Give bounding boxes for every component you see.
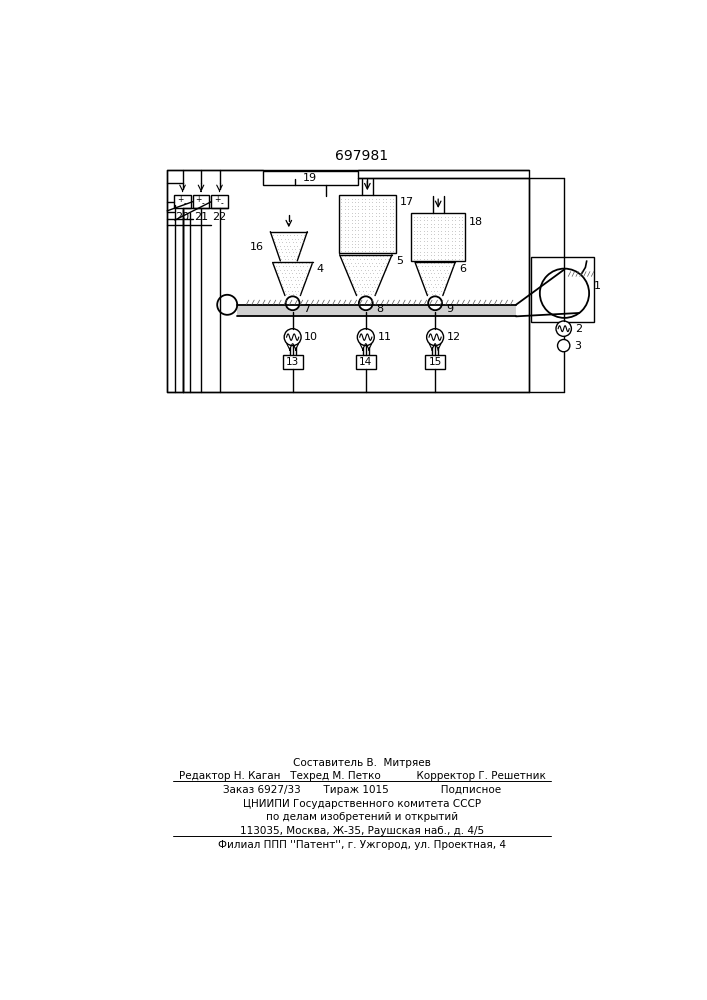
- Text: 15: 15: [428, 357, 442, 367]
- Circle shape: [540, 269, 589, 318]
- Text: 7: 7: [303, 304, 310, 314]
- Text: +: +: [177, 195, 183, 204]
- Text: Заказ 6927/33       Тираж 1015                Подписное: Заказ 6927/33 Тираж 1015 Подписное: [223, 785, 501, 795]
- Bar: [167, 170, 529, 392]
- Bar: [283, 355, 303, 369]
- Text: 21: 21: [194, 212, 208, 222]
- Circle shape: [359, 296, 373, 310]
- Text: -: -: [184, 199, 186, 208]
- Text: 10: 10: [304, 332, 318, 342]
- Bar: [193, 195, 209, 208]
- Bar: [425, 355, 445, 369]
- Circle shape: [426, 329, 443, 346]
- Circle shape: [357, 329, 374, 346]
- Text: 17: 17: [399, 197, 414, 207]
- Text: 14: 14: [359, 357, 373, 367]
- Circle shape: [217, 295, 238, 315]
- Text: 5: 5: [396, 256, 403, 266]
- Bar: [262, 171, 358, 185]
- Text: Филиал ППП ''Патент'', г. Ужгород, ул. Проектная, 4: Филиал ППП ''Патент'', г. Ужгород, ул. П…: [218, 840, 506, 850]
- Text: 3: 3: [573, 341, 580, 351]
- Bar: [530, 257, 594, 322]
- Text: 13: 13: [286, 357, 299, 367]
- Text: 22: 22: [212, 212, 227, 222]
- Text: 8: 8: [377, 304, 384, 314]
- Text: 20: 20: [175, 212, 189, 222]
- Text: 12: 12: [447, 332, 461, 342]
- Circle shape: [556, 321, 571, 336]
- Text: Редактор Н. Каган   Техред М. Петко           Корректор Г. Решетник: Редактор Н. Каган Техред М. Петко Коррек…: [178, 771, 545, 781]
- Text: 113035, Москва, Ж-35, Раушская наб., д. 4/5: 113035, Москва, Ж-35, Раушская наб., д. …: [240, 826, 484, 836]
- Bar: [356, 355, 376, 369]
- Text: 19: 19: [303, 173, 317, 183]
- Text: 697981: 697981: [335, 149, 389, 163]
- Bar: [175, 195, 191, 208]
- Text: 16: 16: [250, 242, 264, 252]
- Text: -: -: [202, 199, 205, 208]
- Text: 9: 9: [446, 304, 453, 314]
- Text: 2: 2: [575, 324, 583, 334]
- Bar: [238, 305, 516, 316]
- Text: 6: 6: [459, 264, 466, 274]
- Text: +: +: [196, 195, 202, 204]
- Circle shape: [286, 296, 300, 310]
- Text: 4: 4: [317, 264, 324, 274]
- Text: 11: 11: [378, 332, 392, 342]
- Text: 1: 1: [594, 281, 601, 291]
- Text: по делам изобретений и открытий: по делам изобретений и открытий: [266, 812, 458, 822]
- Text: +: +: [214, 195, 221, 204]
- Text: -: -: [221, 199, 223, 208]
- Text: 18: 18: [469, 217, 483, 227]
- Circle shape: [558, 339, 570, 352]
- Bar: [339, 195, 396, 253]
- Text: ЦНИИПИ Государственного комитета СССР: ЦНИИПИ Государственного комитета СССР: [243, 799, 481, 809]
- Circle shape: [428, 296, 442, 310]
- Text: Составитель В.  Митряев: Составитель В. Митряев: [293, 758, 431, 768]
- Bar: [211, 195, 228, 208]
- Circle shape: [284, 329, 301, 346]
- Bar: [411, 213, 465, 261]
